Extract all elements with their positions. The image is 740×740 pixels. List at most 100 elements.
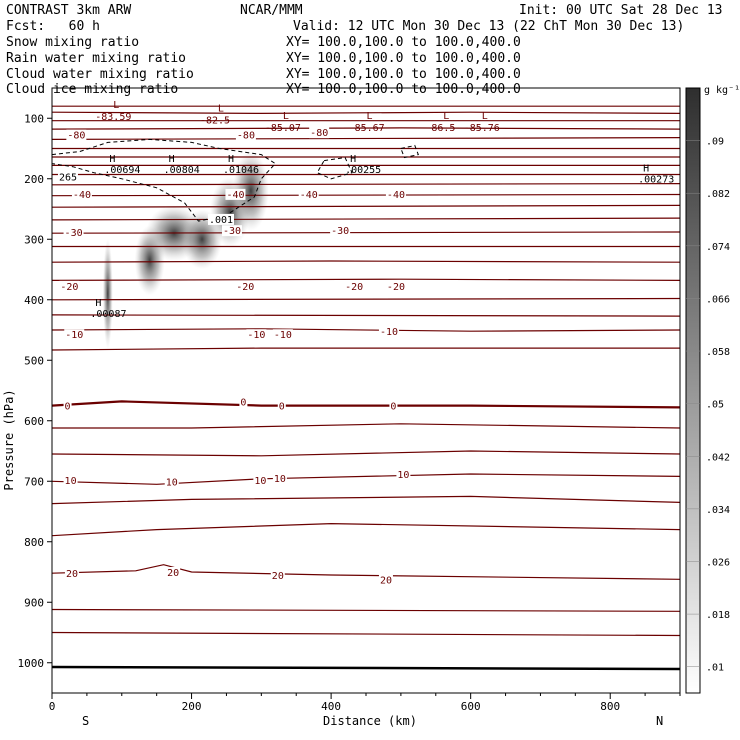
temperature-contour-label-bg <box>59 280 80 292</box>
cloud-contour-line <box>316 157 353 180</box>
temperature-contour-label: 10 <box>397 470 409 481</box>
temperature-contour-label: 20 <box>167 568 179 579</box>
y-tick-label-400: 400 <box>24 294 44 307</box>
field-rain-name: Rain water mixing ratio <box>6 51 186 66</box>
isotherm-line <box>52 423 680 429</box>
low-marker: L <box>218 104 224 115</box>
mixing-ratio-contour-label-bg <box>208 213 234 225</box>
isotherm-line <box>52 495 680 505</box>
temperature-contour-label: -10 <box>274 330 292 341</box>
isotherm-line <box>52 260 680 263</box>
temperature-contour-label: 20 <box>272 571 284 582</box>
field-cloudwater-name: Cloud water mixing ratio <box>6 67 194 82</box>
isotherm-line <box>52 450 680 457</box>
colorbar-label: .018 <box>706 610 730 621</box>
temperature-contour-label: 10 <box>65 476 77 487</box>
cloud-ice-contour <box>52 138 419 222</box>
field-cloudice-name: Cloud ice mixing ratio <box>6 82 178 97</box>
high-marker: H <box>643 163 649 174</box>
high-value: .00694 <box>104 165 140 176</box>
temperature-contour-label: -80 <box>237 131 255 142</box>
isotherm-line <box>52 193 680 197</box>
high-value: .00087 <box>90 309 126 320</box>
temperature-contour-label: -30 <box>223 226 241 237</box>
cloud-contour-line <box>52 138 277 222</box>
temperature-contour-label: -80 <box>310 128 328 139</box>
low-value: -85.07 <box>265 123 301 134</box>
forecast-hour: Fcst: 60 h <box>6 19 100 34</box>
temperature-contour-label-bg <box>71 188 92 200</box>
colorbar-label: .082 <box>706 189 730 200</box>
y-tick-label-100: 100 <box>24 112 44 125</box>
isotherm-line <box>52 400 680 409</box>
isotherm-line <box>52 137 680 140</box>
temperature-contour-label-bg <box>225 188 246 200</box>
temperature-contour-label: -40 <box>226 190 244 201</box>
y-axis-label: Pressure (hPa) <box>2 389 16 490</box>
y-tick-label-300: 300 <box>24 233 44 246</box>
high-marker: H <box>350 154 356 165</box>
low-value: -85.67 <box>349 123 385 134</box>
temperature-contour-label-bg <box>330 225 351 237</box>
low-marker: L <box>113 100 119 111</box>
temperature-contour-label-bg <box>389 400 398 412</box>
ground-surface <box>52 665 680 671</box>
high-value: .00273 <box>638 174 674 185</box>
y-axis: 100 200 300 400 500 600 700 800 900 1000 <box>18 112 52 670</box>
x-tick-label-0: 0 <box>49 700 56 713</box>
isotherm-line <box>52 347 680 351</box>
x-tick-label-800: 800 <box>600 700 620 713</box>
high-marker: H <box>109 154 115 165</box>
temperature-contour-label: 0 <box>240 397 246 408</box>
valid-time: Valid: 12 UTC Mon 30 Dec 13 (22 ChT Mon … <box>293 19 684 34</box>
temperature-contour-label-bg <box>378 326 399 338</box>
high-value: .00804 <box>164 165 200 176</box>
low-value: -85.76 <box>464 123 500 134</box>
temperature-contour-label-bg <box>309 127 330 139</box>
isotherm-line <box>52 278 680 281</box>
init-time: Init: 00 UTC Sat 28 Dec 13 <box>519 3 723 18</box>
y-tick-label-500: 500 <box>24 354 44 367</box>
temperature-contour-label: 10 <box>254 476 266 487</box>
temperature-contour-label-bg <box>344 280 365 292</box>
y-tick-label-1000: 1000 <box>18 657 45 670</box>
colorbar-unit: g kg⁻¹ <box>704 85 740 96</box>
colorbar-label: .066 <box>706 294 730 305</box>
field-cloudwater-xy: XY= 100.0,100.0 to 100.0,400.0 <box>286 67 521 82</box>
colorbar-label: .058 <box>706 347 730 358</box>
north-label: N <box>656 714 663 728</box>
field-cloudice-xy: XY= 100.0,100.0 to 100.0,400.0 <box>286 82 521 97</box>
isotherm-line <box>52 183 680 186</box>
center-label: NCAR/MMM <box>240 3 303 18</box>
temperature-contour-label-bg <box>166 567 181 578</box>
temperature-contour-label-bg <box>63 226 84 238</box>
temperature-contour-label: 20 <box>380 575 392 586</box>
temperature-contour-label: -10 <box>247 330 265 341</box>
temperature-contour-label: -40 <box>300 190 318 201</box>
temperature-contour-label-bg <box>221 225 242 237</box>
temperature-contour-label: -10 <box>380 327 398 338</box>
temperature-contour-label-bg <box>164 476 179 488</box>
temperature-contour-label-bg <box>66 129 87 141</box>
shading-blob <box>102 238 113 349</box>
temperature-contour-label-bg <box>63 400 72 412</box>
isotherm-line <box>52 204 680 208</box>
high-marker: H <box>169 154 175 165</box>
isotherm-line <box>52 127 680 130</box>
temperature-contour-label: 0 <box>390 402 396 413</box>
temperature-contour-label-bg <box>277 400 286 412</box>
field-snow-name: Snow mixing ratio <box>6 35 139 50</box>
temperature-contour-label-bg <box>396 468 411 480</box>
low-marker: L <box>482 111 488 122</box>
colorbar-label: .09 <box>706 137 724 148</box>
colorbar-label: .034 <box>706 505 730 516</box>
field-snow-xy: XY= 100.0,100.0 to 100.0,400.0 <box>286 35 521 50</box>
isotherm-line <box>52 217 680 221</box>
temperature-contour-label-bg <box>239 396 248 408</box>
south-label: S <box>82 714 89 728</box>
temperature-contour-label: -30 <box>331 226 349 237</box>
mixing-ratio-contour-label-bg <box>57 171 78 183</box>
temperature-contour-label: -20 <box>387 282 405 293</box>
isotherm-line <box>52 564 680 580</box>
